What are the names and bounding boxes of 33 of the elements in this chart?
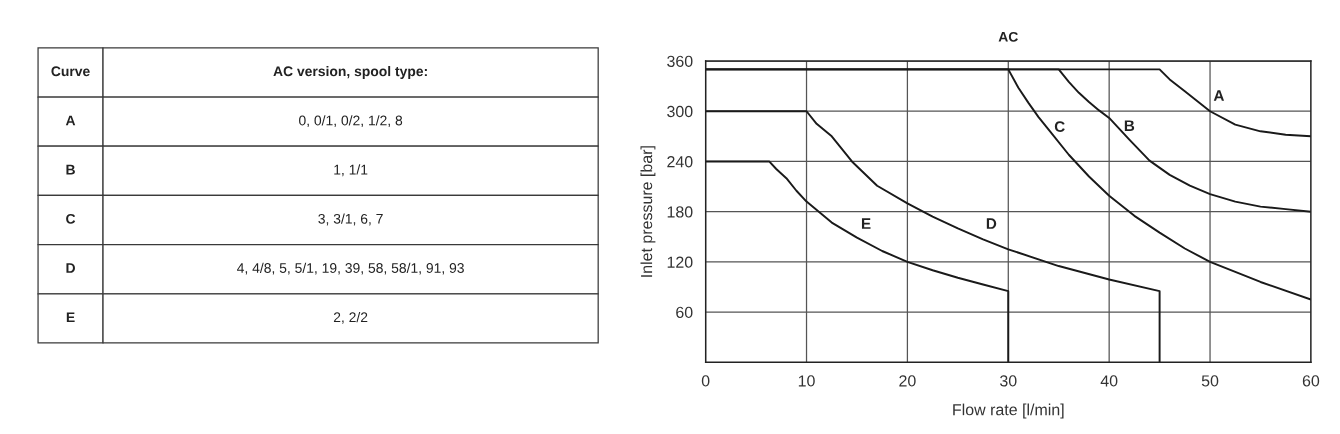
x-tick-label: 40 <box>1100 375 1118 387</box>
y-tick-label: 60 <box>676 306 693 319</box>
text: A <box>65 115 76 126</box>
x-tick-label: 30 <box>1000 375 1017 387</box>
text: C <box>66 213 76 224</box>
x-tick-label: 0 <box>701 375 710 387</box>
annotation: E <box>861 218 871 229</box>
text: 0, 0/1, 0/2, 1/2, 8 <box>299 115 403 128</box>
x-tick-label: 20 <box>899 375 916 387</box>
text: E <box>66 312 75 322</box>
annotation: D <box>986 218 997 229</box>
text: Curve <box>51 66 90 77</box>
y-tick-label: 300 <box>667 105 693 118</box>
y-tick-label: 240 <box>667 156 693 168</box>
annotation: A <box>1213 90 1225 101</box>
text: B <box>66 164 75 175</box>
x-tick-label: 50 <box>1201 375 1219 387</box>
y-axis-title: Inlet pressure [bar] <box>640 146 656 277</box>
x-tick-label: 60 <box>1302 375 1320 387</box>
x-tick-label: 10 <box>798 375 815 387</box>
text: 1, 1/1 <box>334 164 368 177</box>
text: D <box>66 263 75 273</box>
y-tick-label: 360 <box>667 55 693 67</box>
text: 3, 3/1, 6, 7 <box>318 213 383 226</box>
annotation: B <box>1124 120 1135 131</box>
text: 4, 4/8, 5, 5/1, 19, 39, 58, 58/1, 91, 93 <box>237 262 464 275</box>
annotation: C <box>1054 121 1065 133</box>
text: 2, 2/2 <box>333 311 368 324</box>
y-tick-label: 180 <box>667 206 693 218</box>
text: AC version, spool type: <box>273 65 427 79</box>
y-tick-label: 120 <box>667 256 693 268</box>
chart-title: AC <box>998 31 1018 42</box>
x-axis-title: Flow rate [l/min] <box>953 403 1064 419</box>
